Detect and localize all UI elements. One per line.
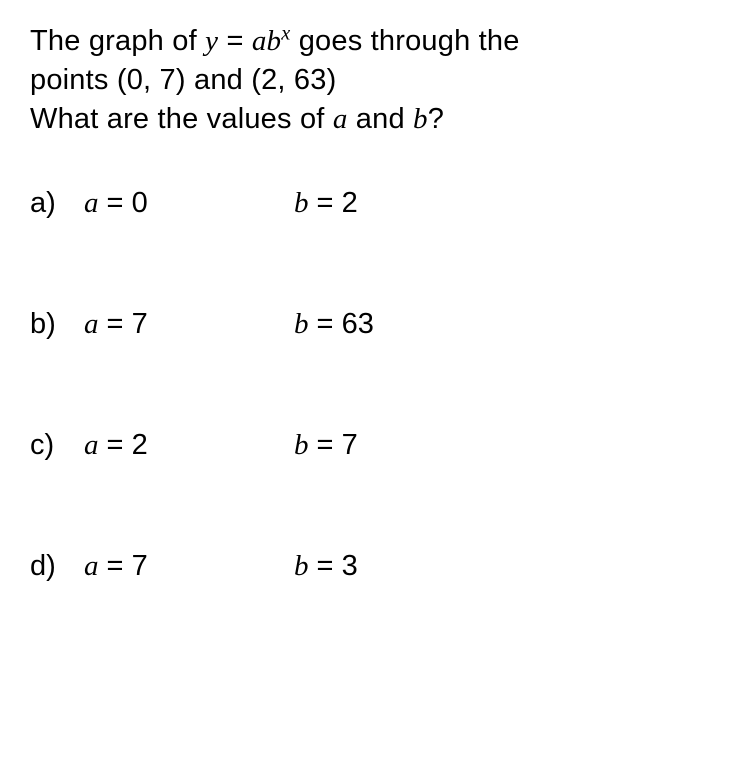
var-a: a: [252, 25, 267, 57]
eq-sign: =: [99, 187, 132, 219]
eq-sign: =: [309, 550, 342, 582]
value: 3: [342, 550, 358, 582]
q-text: and: [348, 103, 414, 135]
value: 63: [342, 308, 374, 340]
question-line-2: points (0, 7) and (2, 63): [30, 61, 710, 100]
var-b: b: [294, 429, 309, 461]
option-label: d): [30, 550, 84, 583]
eq-sign: =: [309, 429, 342, 461]
var-a: a: [84, 308, 99, 340]
var-y: y: [205, 25, 218, 57]
eq-sign: =: [309, 308, 342, 340]
question-line-1: The graph of y = abx goes through the: [30, 22, 710, 61]
option-label: a): [30, 187, 84, 220]
equation-a: a = 7: [84, 550, 294, 583]
var-b: b: [294, 308, 309, 340]
equation-a: a = 0: [84, 187, 294, 220]
options-list: a) a = 0 b = 2 b) a = 7 b = 63 c) a = 2 …: [30, 187, 710, 583]
value: 7: [342, 429, 358, 461]
eq-sign: =: [99, 550, 132, 582]
eq-sign: =: [99, 429, 132, 461]
question-line-3: What are the values of a and b?: [30, 100, 710, 139]
q-text: ?: [428, 103, 444, 135]
equation-b: b = 2: [294, 187, 358, 220]
eq-sign: =: [99, 308, 132, 340]
value: 7: [132, 550, 148, 582]
option-label: b): [30, 308, 84, 341]
var-b: b: [413, 103, 428, 135]
option-b[interactable]: b) a = 7 b = 63: [30, 308, 710, 341]
equation-b: b = 7: [294, 429, 358, 462]
eq-sign: =: [309, 187, 342, 219]
equation-b: b = 3: [294, 550, 358, 583]
var-a: a: [84, 187, 99, 219]
value: 2: [342, 187, 358, 219]
equation-a: a = 7: [84, 308, 294, 341]
var-a: a: [333, 103, 348, 135]
option-d[interactable]: d) a = 7 b = 3: [30, 550, 710, 583]
value: 0: [132, 187, 148, 219]
value: 2: [132, 429, 148, 461]
equation-a: a = 2: [84, 429, 294, 462]
q-text: The graph of: [30, 25, 205, 57]
q-text: =: [218, 25, 252, 57]
option-label: c): [30, 429, 84, 462]
question-block: The graph of y = abx goes through the po…: [30, 22, 710, 139]
value: 7: [132, 308, 148, 340]
equation-b: b = 63: [294, 308, 374, 341]
var-a: a: [84, 550, 99, 582]
q-text: What are the values of: [30, 103, 333, 135]
option-a[interactable]: a) a = 0 b = 2: [30, 187, 710, 220]
var-a: a: [84, 429, 99, 461]
var-b: b: [267, 25, 282, 57]
var-b: b: [294, 187, 309, 219]
var-b: b: [294, 550, 309, 582]
option-c[interactable]: c) a = 2 b = 7: [30, 429, 710, 462]
q-text: goes through the: [290, 25, 519, 57]
